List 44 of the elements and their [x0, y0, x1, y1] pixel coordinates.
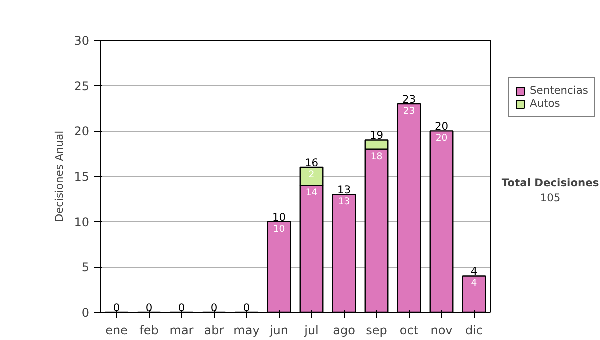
x-tick-label: ene [106, 324, 128, 338]
text: 105 [540, 191, 561, 204]
data-label: 14 [306, 188, 318, 199]
x-tick-label: feb [140, 324, 159, 338]
y-tick-label: 15 [74, 170, 90, 184]
legend-label: Autos [530, 97, 560, 110]
x-tick-label: jul [304, 324, 319, 338]
y-tick-label: 10 [74, 215, 90, 230]
total-label: 0 [243, 302, 250, 314]
total-label: 0 [146, 302, 153, 314]
data-label: 23 [403, 106, 416, 117]
x-tick-label: nov [430, 324, 453, 338]
y-tick-label: 20 [74, 124, 90, 139]
total-label: 23 [402, 92, 416, 106]
total-label: 0 [178, 302, 186, 314]
y-tick-label: 25 [74, 79, 90, 94]
x-tick-label: jun [268, 324, 289, 338]
total-label: 0 [210, 302, 218, 314]
total-label: 0 [113, 302, 120, 314]
total-label: 10 [272, 210, 286, 224]
data-label: 4 [471, 278, 478, 290]
data-label: 2 [308, 169, 315, 180]
x-tick-label: sep [366, 324, 388, 338]
total-label: 19 [370, 129, 384, 142]
y-axis-title: Decisiones Anual [53, 130, 66, 222]
legend-label: Sentencias [530, 84, 588, 97]
text: Total Decisiones [502, 176, 600, 190]
x-tick-label: dic [465, 324, 484, 338]
x-tick-label: oct [400, 324, 419, 338]
data-label: 20 [436, 133, 448, 144]
y-tick-label: 30 [74, 34, 90, 48]
x-tick-label: ago [333, 324, 356, 338]
data-label: 18 [370, 151, 383, 162]
data-label: 10 [273, 224, 286, 235]
x-tick-label: mar [170, 324, 194, 338]
total-label: 13 [337, 184, 352, 197]
y-tick-label: 5 [82, 260, 90, 275]
x-tick-label: abr [204, 324, 224, 338]
data-label: 13 [338, 196, 350, 208]
x-tick-label: may [234, 324, 260, 338]
total-label: 4 [470, 265, 478, 278]
total-label: 20 [434, 120, 449, 134]
y-tick-label: 0 [82, 306, 90, 320]
total-label: 16 [304, 156, 319, 170]
